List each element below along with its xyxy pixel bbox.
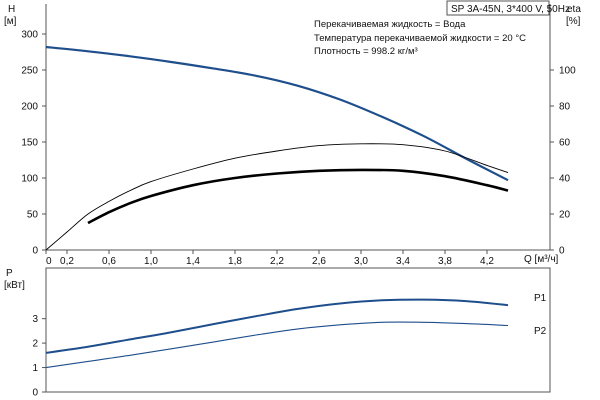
top-curves: [45, 45, 509, 251]
x-tick-label: 2,6: [312, 256, 326, 267]
y-right-label-2: [%]: [566, 16, 581, 27]
x-tick-label: 0,2: [60, 256, 74, 267]
power-curve-p2: [45, 321, 509, 369]
y-right-label-1: eta: [567, 4, 581, 15]
y-left-tick-label: 150: [21, 138, 38, 149]
power-label-2: [кВт]: [4, 280, 25, 291]
y-left-label-2: [м]: [4, 16, 17, 27]
y-left-tick-label: 100: [21, 174, 38, 185]
x-tick-label: 3,0: [354, 256, 368, 267]
y-left-tick-label: 250: [21, 66, 38, 77]
x-tick-label: 3,8: [438, 256, 452, 267]
x-tick-label: 1,0: [144, 256, 158, 267]
annotation-temperature: Температура перекачиваемой жидкости = 20…: [314, 33, 526, 44]
x-tick-label: 1,8: [228, 256, 242, 267]
power-curve-p1: [45, 298, 509, 354]
x-tick-label: 3,4: [396, 256, 410, 267]
head-curve: [45, 45, 509, 182]
y-right-tick-label: 0: [559, 246, 565, 257]
x-tick-label: 2,2: [270, 256, 284, 267]
efficiency-curve-2: [87, 168, 509, 225]
series-label-p2: P2: [534, 326, 547, 337]
top-ticks: 0 0,2 0,6 1,0 1,4 1,8 2,2 2,6 3,0 3,4 3,8 4,2 0 50 100…: [21, 30, 576, 268]
power-tick-label: 0: [32, 388, 38, 399]
y-right-tick-label: 100: [559, 66, 576, 77]
annotation-density: Плотность = 998.2 кг/м³: [314, 46, 418, 57]
efficiency-curve: [45, 143, 509, 251]
model-label: SP 3A-45N, 3*400 V, 50Hz: [451, 4, 570, 15]
x-axis-label: Q [м³/ч]: [524, 254, 559, 265]
power-panel-frame: [45, 267, 551, 393]
x-tick-label: 4,2: [480, 256, 494, 267]
y-left-tick-label: 200: [21, 102, 38, 113]
y-left-label-1: H: [8, 4, 15, 15]
x-tick-label: 0,6: [102, 256, 116, 267]
y-left-tick-label: 50: [27, 210, 39, 221]
bottom-curves: [45, 298, 509, 369]
model-label-box: [446, 0, 550, 16]
annotation-fluid: Перекачиваемая жидкость = Вода: [314, 19, 466, 30]
y-left-tick-label: 300: [21, 30, 38, 41]
y-right-tick-label: 40: [559, 174, 571, 185]
power-tick-label: 2: [32, 339, 38, 350]
series-label-p1: P1: [534, 293, 547, 304]
y-left-tick-label: 0: [32, 246, 38, 257]
x-tick-label: 0: [46, 256, 52, 267]
power-tick-label: 1: [32, 363, 38, 374]
power-tick-label: 3: [32, 314, 38, 325]
x-tick-label: 1,4: [186, 256, 200, 267]
y-right-tick-label: 20: [559, 210, 571, 221]
power-label-1: P: [6, 268, 13, 279]
y-right-tick-label: 80: [559, 102, 571, 113]
bottom-ticks: 0 1 2 3: [32, 314, 46, 399]
y-right-tick-label: 60: [559, 138, 571, 149]
